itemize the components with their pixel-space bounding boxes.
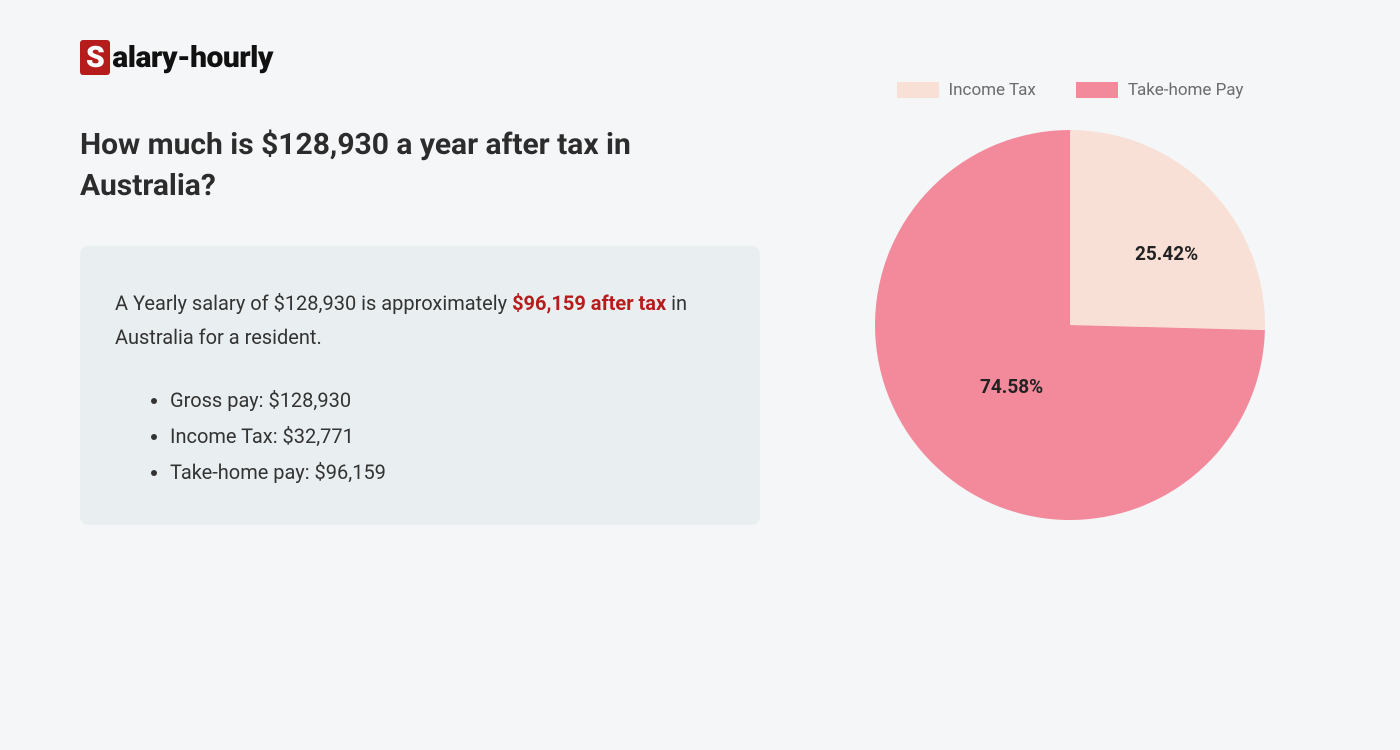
list-item: Income Tax: $32,771 — [170, 418, 725, 454]
legend-label: Take-home Pay — [1128, 80, 1244, 100]
legend-label: Income Tax — [949, 80, 1036, 100]
legend-item-take-home: Take-home Pay — [1076, 80, 1244, 100]
bullet-list: Gross pay: $128,930 Income Tax: $32,771 … — [115, 382, 725, 490]
list-item: Gross pay: $128,930 — [170, 382, 725, 418]
pie-slice-label: 74.58% — [980, 375, 1043, 398]
summary-highlight: $96,159 after tax — [512, 291, 666, 315]
logo-s-icon: S — [80, 40, 110, 75]
list-item: Take-home pay: $96,159 — [170, 454, 725, 490]
page-title: How much is $128,930 a year after tax in… — [80, 125, 760, 206]
pie-slice-label: 25.42% — [1135, 242, 1198, 265]
summary-text: A Yearly salary of $128,930 is approxima… — [115, 286, 725, 354]
legend-item-income-tax: Income Tax — [897, 80, 1036, 100]
logo-text: alary-hourly — [112, 40, 273, 75]
summary-card: A Yearly salary of $128,930 is approxima… — [80, 246, 760, 525]
pie-chart: 25.42% 74.58% — [870, 125, 1270, 525]
legend-swatch — [1076, 82, 1118, 98]
site-logo: Salary-hourly — [80, 40, 760, 75]
chart-legend: Income Tax Take-home Pay — [820, 80, 1320, 100]
legend-swatch — [897, 82, 939, 98]
summary-prefix: A Yearly salary of $128,930 is approxima… — [115, 291, 512, 315]
